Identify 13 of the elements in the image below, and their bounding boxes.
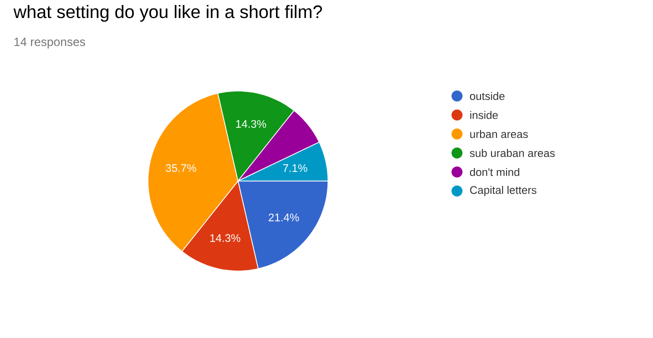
legend-label: sub uraban areas: [470, 148, 555, 158]
data-label: 21.4%: [268, 214, 299, 222]
legend-label: don't mind: [470, 168, 520, 176]
legend-label: outside: [470, 92, 505, 100]
data-label: 7.1%: [283, 164, 308, 172]
legend-label: Capital letters: [470, 186, 536, 196]
legend-label: urban areas: [470, 130, 528, 138]
chart-title: what setting do you like in a short film?: [14, 4, 322, 22]
data-label: 35.7%: [166, 164, 196, 172]
data-label: 14.3%: [210, 234, 240, 242]
legend-label: inside: [470, 110, 498, 120]
data-label: 14.3%: [236, 120, 266, 128]
text: 14 responses: [14, 38, 86, 48]
